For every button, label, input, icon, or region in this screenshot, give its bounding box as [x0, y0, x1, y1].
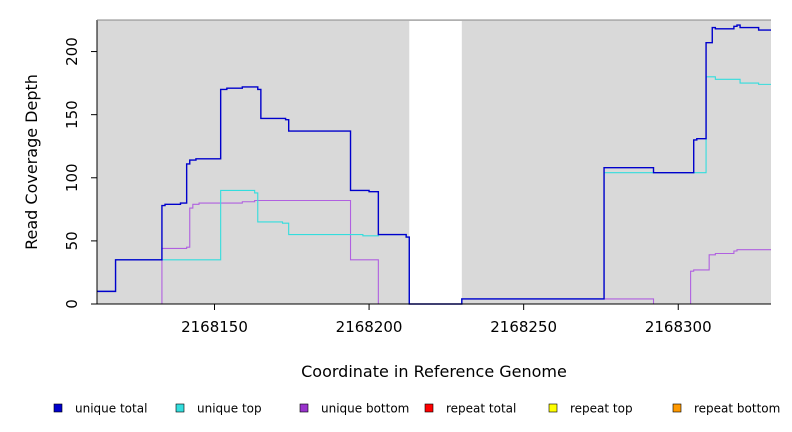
legend-item: repeat bottom: [672, 402, 780, 416]
legend-label: repeat total: [446, 402, 516, 416]
x-tick-label: 2168250: [490, 318, 557, 336]
legend-item: unique top: [175, 402, 262, 416]
legend-swatch: [175, 403, 185, 413]
legend-swatch: [672, 403, 682, 413]
legend: unique total unique top unique bottom repea…: [53, 402, 780, 416]
y-tick-label: 50: [63, 231, 81, 250]
legend-item: repeat top: [548, 402, 633, 416]
x-tick-label: 2168200: [336, 318, 403, 336]
legend-label: unique total: [75, 402, 147, 416]
legend-swatch: [548, 403, 558, 413]
legend-label: repeat top: [570, 402, 633, 416]
legend-item: repeat total: [424, 402, 516, 416]
y-tick-label: 0: [63, 299, 81, 309]
legend-item: unique bottom: [299, 402, 409, 416]
y-tick-label: 200: [63, 37, 81, 66]
legend-label: repeat bottom: [694, 402, 780, 416]
legend-swatch: [53, 403, 63, 413]
axes: 0 50 100 150 200 2168150 2168200 2168250 2168300: [63, 19, 771, 336]
x-tick-label: 2168300: [645, 318, 712, 336]
series-line-unique-total: [97, 24, 771, 305]
legend-swatch: [299, 403, 309, 413]
y-tick-label: 100: [63, 163, 81, 192]
legend-label: unique top: [197, 402, 262, 416]
x-tick-label: 2168150: [181, 318, 248, 336]
x-axis-title: Coordinate in Reference Genome: [301, 362, 567, 381]
gap-rect: [409, 21, 462, 304]
y-tick-label: 150: [63, 100, 81, 129]
legend-item: unique total: [53, 402, 147, 416]
legend-label: unique bottom: [321, 402, 409, 416]
y-axis-title: Read Coverage Depth: [22, 74, 41, 250]
legend-swatch: [424, 403, 434, 413]
gap-region: [409, 21, 462, 304]
series-line-unique-bottom: [97, 199, 771, 305]
